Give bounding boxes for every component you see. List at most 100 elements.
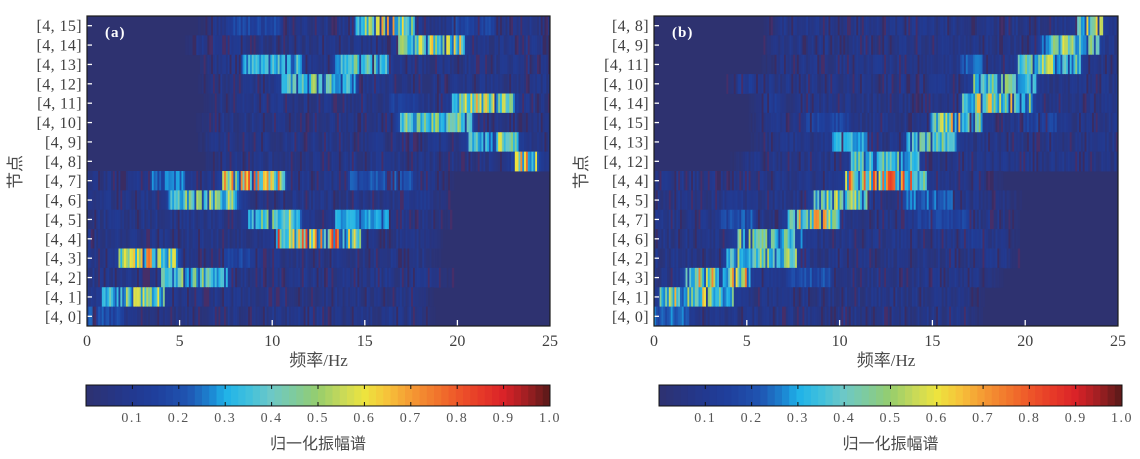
heatmap-cell: [1064, 132, 1067, 153]
heatmap-cell: [348, 229, 351, 249]
heatmap-cell: [821, 112, 824, 133]
heatmap-cell: [290, 35, 294, 56]
heatmap-cell: [416, 306, 420, 326]
heatmap-cell: [1114, 16, 1117, 36]
heatmap-cell: [442, 112, 445, 133]
heatmap-cell: [114, 229, 118, 249]
heatmap-cell: [212, 151, 216, 172]
colorbar-swatch: [202, 385, 210, 406]
heatmap-cell: [863, 171, 867, 191]
heatmap-cell: [887, 35, 891, 56]
heatmap-cell: [466, 35, 470, 56]
heatmap-cell: [96, 267, 99, 288]
heatmap-cell: [216, 16, 219, 36]
heatmap-cell: [427, 190, 431, 211]
heatmap-cell: [765, 112, 768, 133]
heatmap-cell: [379, 93, 382, 114]
heatmap-cell: [750, 132, 753, 153]
heatmap-cell: [1060, 132, 1063, 153]
heatmap-cell: [248, 267, 251, 288]
heatmap-cell: [368, 267, 371, 288]
heatmap-cell: [159, 171, 162, 191]
heatmap-cell: [420, 190, 423, 211]
heatmap-cell: [518, 54, 521, 75]
heatmap-cell: [1014, 54, 1017, 75]
heatmap-cell: [381, 93, 384, 114]
heatmap-cell: [257, 16, 260, 36]
heatmap-cell: [355, 35, 358, 56]
heatmap-cell: [1001, 35, 1004, 56]
heatmap-cell: [752, 112, 755, 133]
heatmap-cell: [1069, 54, 1073, 75]
heatmap-cell: [416, 229, 420, 249]
heatmap-cell: [212, 248, 216, 269]
heatmap-cell: [259, 132, 262, 153]
heatmap-cell: [939, 171, 943, 191]
heatmap-cell: [898, 16, 902, 36]
heatmap-cell: [424, 16, 427, 36]
heatmap-cell: [424, 190, 427, 211]
heatmap-cell: [524, 54, 527, 75]
heatmap-cell: [342, 306, 345, 326]
heatmap-cell: [993, 54, 997, 75]
heatmap-cell: [963, 132, 967, 153]
heatmap-cell: [431, 93, 434, 114]
heatmap-cell: [120, 306, 123, 326]
heatmap-cell: [978, 151, 982, 172]
heatmap-cell: [270, 190, 273, 211]
heatmap-cell: [307, 112, 310, 133]
heatmap-cell: [1030, 74, 1034, 94]
heatmap-cell: [283, 306, 286, 326]
heatmap-cell: [449, 54, 453, 75]
heatmap-cell: [285, 35, 288, 56]
heatmap-cell: [512, 74, 516, 94]
heatmap-cell: [769, 132, 772, 153]
heatmap-cell: [225, 93, 229, 114]
heatmap-cell: [477, 16, 481, 36]
heatmap-cell: [982, 112, 985, 133]
heatmap-cell: [346, 112, 349, 133]
heatmap-cell: [312, 267, 316, 288]
heatmap-cell: [451, 132, 455, 153]
colorbar-swatch: [267, 385, 275, 406]
heatmap-cell: [390, 112, 394, 133]
heatmap-cell: [361, 171, 364, 191]
heatmap-cell: [388, 35, 392, 56]
heatmap-cell: [809, 132, 813, 153]
heatmap-cell: [783, 132, 787, 153]
heatmap-cell: [361, 267, 364, 288]
heatmap-row: [761, 54, 1118, 75]
heatmap-cell: [246, 54, 249, 75]
heatmap-cell: [1014, 16, 1017, 36]
heatmap-cell: [1002, 16, 1006, 36]
heatmap-cell: [422, 171, 425, 191]
heatmap-cell: [850, 93, 854, 114]
heatmap-cell: [220, 248, 223, 269]
heatmap-cell: [962, 74, 965, 94]
heatmap-cell: [288, 306, 292, 326]
heatmap-cell: [368, 93, 371, 114]
heatmap-cell: [337, 229, 340, 249]
heatmap-cell: [546, 151, 549, 172]
heatmap-cell: [895, 93, 898, 114]
heatmap-cell: [947, 35, 950, 56]
heatmap-cell: [327, 287, 331, 308]
heatmap-cell: [337, 306, 340, 326]
heatmap-cell: [1030, 54, 1034, 75]
heatmap-cell: [103, 248, 107, 269]
heatmap-cell: [292, 190, 295, 211]
heatmap-cell: [133, 229, 136, 249]
heatmap-cell: [1099, 54, 1102, 75]
heatmap-cell: [754, 74, 757, 94]
heatmap-cell: [242, 267, 245, 288]
heatmap-row: [750, 132, 1118, 153]
heatmap-cell: [216, 151, 219, 172]
colorbar-swatch: [434, 385, 442, 406]
heatmap-cell: [466, 132, 470, 153]
heatmap-cell: [344, 209, 347, 230]
heatmap-cell: [919, 35, 922, 56]
heatmap-cell: [461, 93, 464, 114]
heatmap-cell: [433, 93, 436, 114]
colorbar-swatch: [470, 385, 478, 406]
heatmap-cell: [427, 35, 431, 56]
